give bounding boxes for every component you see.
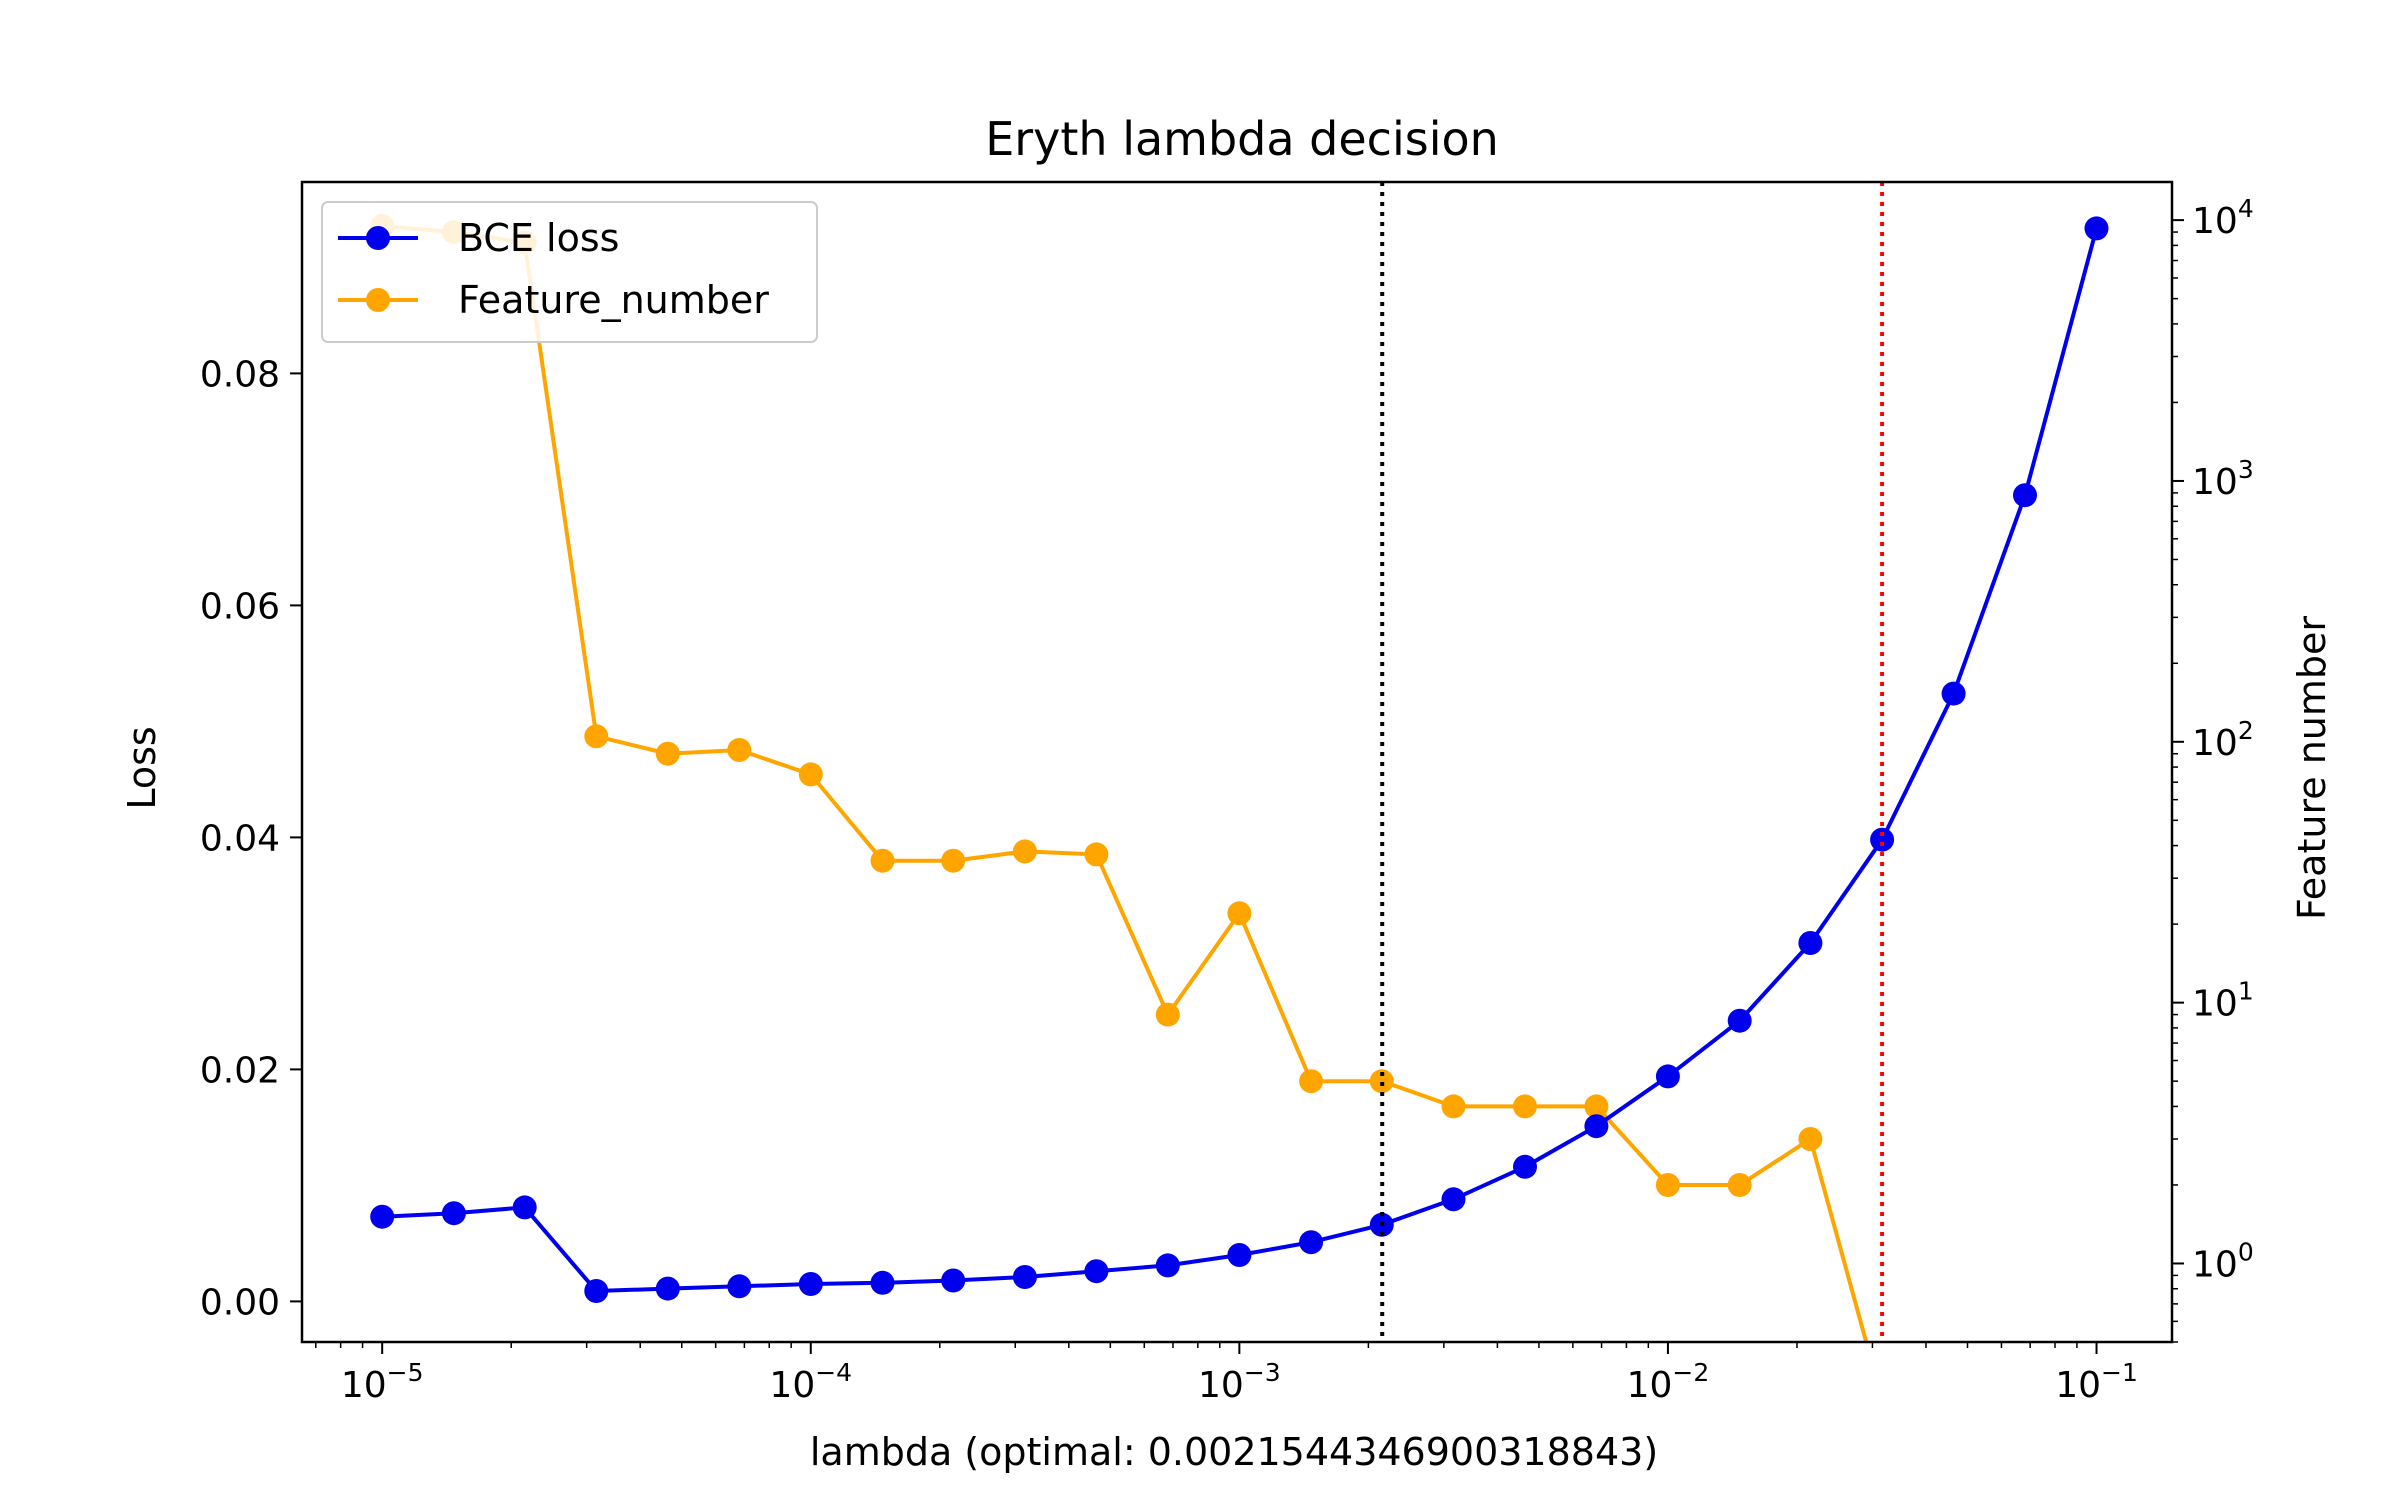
data-point-0-18 — [1655, 1064, 1680, 1089]
series-line-1 — [382, 223, 1869, 1342]
x-tick-label-1: 10−4 — [769, 1358, 852, 1406]
data-point-1-20 — [1798, 1127, 1823, 1151]
data-point-0-17 — [1584, 1114, 1609, 1139]
x-axis-label: lambda (optimal: 0.0021544346900318843) — [810, 1430, 1658, 1474]
data-point-0-20 — [1798, 931, 1823, 955]
data-point-1-6 — [798, 762, 823, 787]
y-tick-label-0: 0.00 — [200, 1282, 280, 1323]
y2-tick-label-0: 100 — [2192, 1237, 2254, 1285]
data-point-0-5 — [727, 1274, 752, 1299]
y2-tick-label-1: 101 — [2192, 977, 2254, 1025]
data-point-0-21 — [1870, 827, 1895, 852]
x-tick-label-3: 10−2 — [1627, 1358, 1710, 1406]
data-point-0-0 — [370, 1204, 395, 1229]
y2-tick-label-3: 103 — [2192, 455, 2254, 503]
x-tick-label-4: 10−1 — [2055, 1358, 2138, 1406]
plot-frame — [300, 180, 2174, 1344]
data-point-1-7 — [870, 848, 895, 873]
data-point-0-13 — [1299, 1230, 1324, 1255]
legend-marker-1 — [366, 288, 390, 312]
series-line-0 — [382, 227, 2099, 1294]
data-point-0-7 — [870, 1270, 895, 1295]
plot-area — [370, 182, 2109, 1342]
data-point-0-19 — [1727, 1008, 1752, 1033]
data-point-0-16 — [1513, 1154, 1537, 1179]
data-point-0-1 — [441, 1201, 466, 1226]
data-point-0-6 — [798, 1272, 823, 1296]
data-point-0-12 — [1227, 1243, 1252, 1267]
data-point-1-8 — [941, 848, 966, 873]
y-tick-label-4: 0.08 — [200, 354, 280, 395]
y-tick-label-3: 0.06 — [200, 586, 280, 627]
data-point-1-14 — [1369, 1069, 1394, 1094]
chart-title: Eryth lambda decision — [985, 112, 1499, 166]
y-axis-label: Loss — [120, 726, 164, 809]
data-point-0-11 — [1155, 1253, 1180, 1278]
data-point-0-3 — [584, 1279, 609, 1303]
legend-label-0: BCE loss — [458, 216, 619, 260]
data-point-1-3 — [584, 724, 609, 749]
data-point-0-23 — [2013, 483, 2037, 508]
data-point-1-15 — [1441, 1094, 1466, 1119]
data-point-1-18 — [1655, 1173, 1680, 1197]
x-tick-label-0: 10−5 — [341, 1358, 424, 1406]
y2-tick-label-4: 104 — [2192, 194, 2254, 242]
legend-box — [321, 201, 818, 343]
data-point-0-2 — [512, 1195, 537, 1220]
data-point-1-11 — [1155, 1002, 1180, 1027]
data-point-1-17 — [1584, 1094, 1609, 1119]
data-point-1-19 — [1727, 1173, 1752, 1197]
data-point-0-9 — [1012, 1265, 1037, 1289]
y-tick-label-2: 0.04 — [200, 818, 280, 859]
data-point-0-10 — [1084, 1259, 1109, 1284]
data-point-1-9 — [1012, 839, 1037, 864]
axes: 10−5 10−4 10−3 10−2 10−1 0.00 0.02 0.04 0.06 0.08… — [200, 180, 2254, 1406]
legend: BCE loss Feature_number — [321, 201, 818, 343]
data-point-0-22 — [1941, 681, 1966, 706]
data-point-1-4 — [655, 741, 680, 766]
data-point-0-15 — [1441, 1187, 1466, 1212]
y2-axis-label: Feature number — [2290, 616, 2334, 920]
legend-label-1: Feature_number — [458, 278, 769, 322]
data-point-0-4 — [655, 1276, 680, 1301]
y-tick-label-1: 0.02 — [200, 1050, 280, 1091]
data-point-1-5 — [727, 738, 752, 762]
data-point-1-13 — [1299, 1069, 1324, 1094]
data-point-0-8 — [941, 1268, 966, 1293]
data-point-0-24 — [2084, 216, 2109, 241]
y2-tick-label-2: 102 — [2192, 716, 2254, 764]
data-point-1-10 — [1084, 842, 1109, 867]
data-point-1-16 — [1513, 1094, 1537, 1119]
x-tick-label-2: 10−3 — [1198, 1358, 1281, 1406]
data-point-1-12 — [1227, 901, 1252, 926]
legend-marker-0 — [366, 226, 390, 250]
